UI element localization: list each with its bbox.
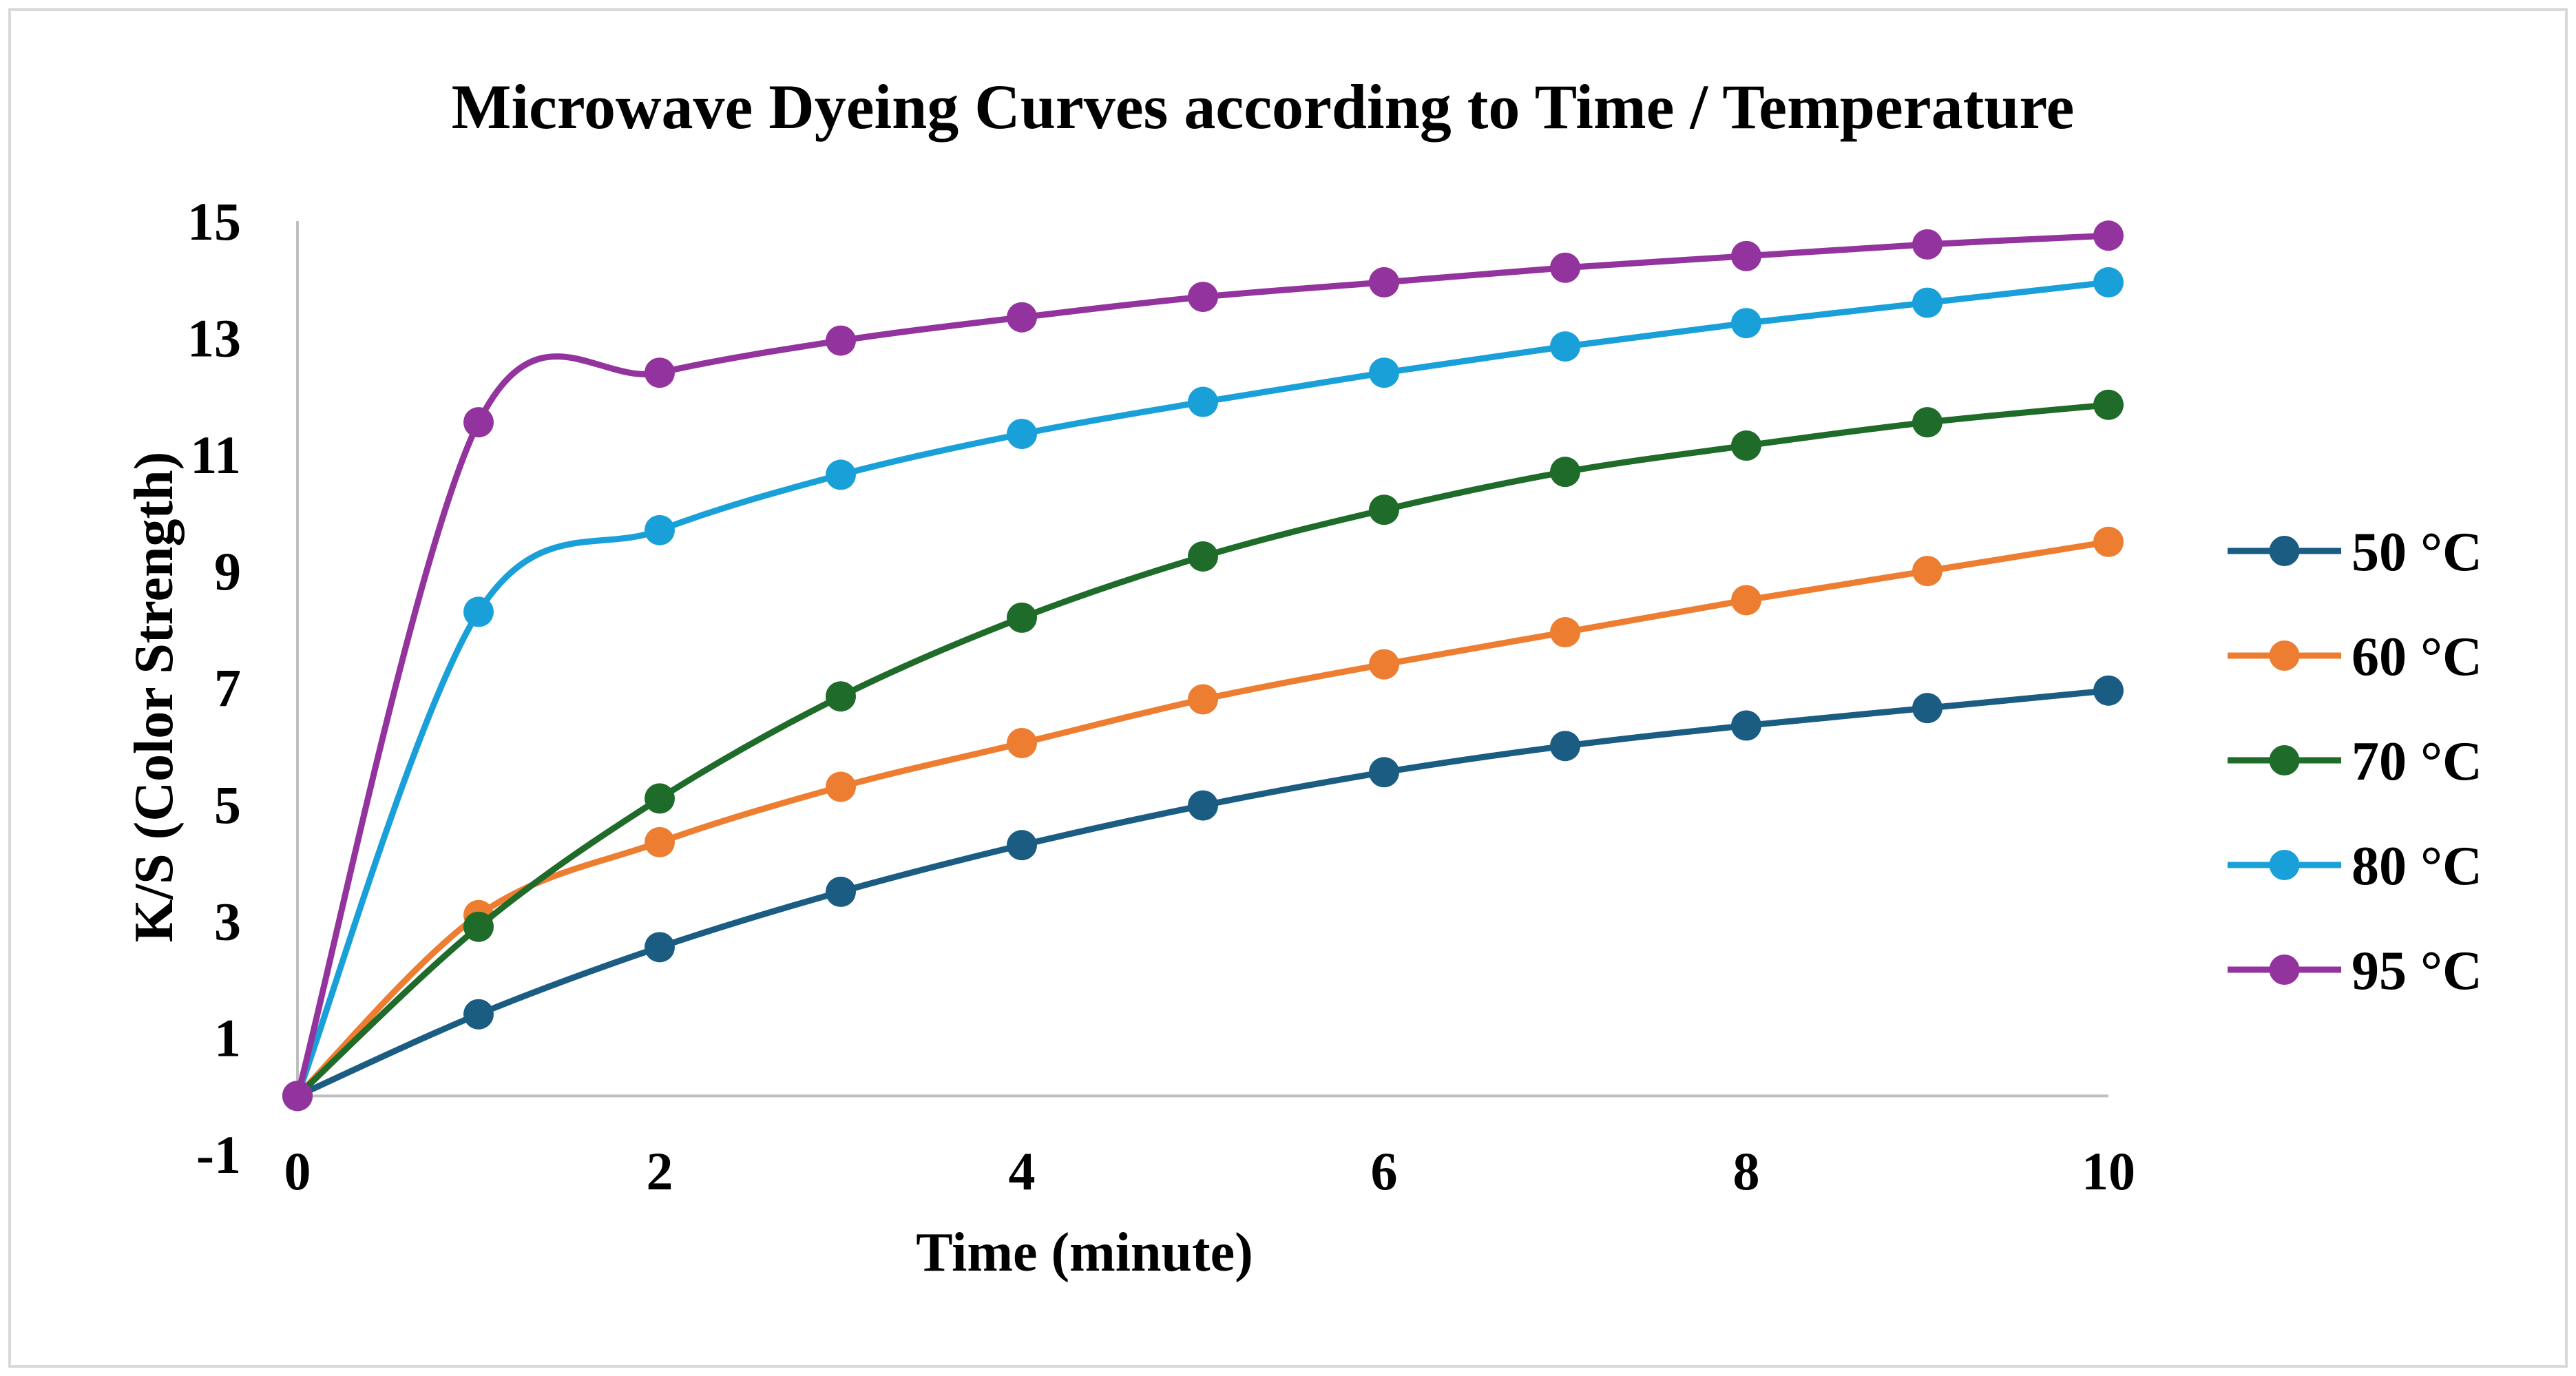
- data-point: [1731, 308, 1761, 339]
- y-tick-label: 15: [187, 191, 241, 251]
- x-tick-label: 6: [1371, 1141, 1398, 1201]
- chart-border: [8, 8, 2568, 1368]
- data-point: [463, 999, 494, 1030]
- y-tick-label: 5: [214, 775, 241, 835]
- data-point: [1912, 407, 1943, 438]
- series-95c: [282, 220, 2124, 1112]
- legend-item: 70 °C: [2228, 731, 2482, 792]
- data-point: [1550, 457, 1580, 488]
- data-point: [1912, 693, 1943, 724]
- x-tick-label: 10: [2082, 1141, 2135, 1201]
- data-point: [826, 771, 856, 802]
- legend-swatch-marker: [2269, 850, 2300, 880]
- data-point: [826, 325, 856, 356]
- legend-label: 50 °C: [2352, 522, 2482, 583]
- data-point: [1188, 684, 1218, 715]
- legend-swatch-marker: [2269, 640, 2300, 671]
- data-point: [1912, 287, 1943, 318]
- data-point: [1007, 302, 1037, 333]
- legend-item: 80 °C: [2228, 836, 2482, 897]
- data-point: [1369, 757, 1399, 788]
- legend-label: 70 °C: [2352, 731, 2482, 792]
- data-point: [645, 783, 675, 814]
- data-point: [1369, 494, 1399, 525]
- data-point: [826, 459, 856, 490]
- data-point: [1912, 556, 1943, 587]
- x-tick-label: 0: [284, 1141, 311, 1201]
- x-tick-label: 2: [647, 1141, 673, 1201]
- data-point: [645, 932, 675, 963]
- data-point: [1007, 727, 1037, 758]
- series-50c: [282, 675, 2124, 1112]
- data-point: [1731, 240, 1761, 271]
- data-point: [1550, 731, 1580, 762]
- data-point: [1188, 386, 1218, 417]
- y-tick-label: 9: [214, 541, 241, 601]
- data-point: [1188, 282, 1218, 313]
- data-point: [645, 826, 675, 857]
- x-tick-label: 4: [1009, 1141, 1036, 1201]
- legend-item: 60 °C: [2228, 627, 2482, 687]
- data-point: [1369, 649, 1399, 680]
- data-point: [645, 357, 675, 388]
- data-point: [2093, 267, 2124, 298]
- data-point: [826, 876, 856, 907]
- legend-swatch-marker: [2269, 745, 2300, 775]
- data-point: [463, 911, 494, 942]
- data-point: [1007, 602, 1037, 633]
- y-tick-label: -1: [196, 1125, 241, 1185]
- data-point: [463, 596, 494, 627]
- x-axis-label: Time (minute): [916, 1222, 1253, 1283]
- legend: 50 °C 60 °C 70 °C 80 °C 95 °C: [2228, 522, 2482, 1001]
- legend-label: 80 °C: [2352, 836, 2482, 897]
- data-point: [1731, 710, 1761, 741]
- data-point: [1369, 267, 1399, 298]
- data-point: [2093, 389, 2124, 420]
- legend-item: 50 °C: [2228, 522, 2482, 583]
- legend-label: 60 °C: [2352, 627, 2482, 687]
- data-point: [645, 514, 675, 545]
- y-tick-label: 7: [214, 658, 241, 718]
- data-point: [1550, 331, 1580, 362]
- data-point: [1188, 541, 1218, 572]
- data-point: [826, 681, 856, 712]
- data-point: [463, 407, 494, 438]
- data-point: [1731, 430, 1761, 461]
- data-point: [2093, 675, 2124, 706]
- y-tick-label: 3: [214, 891, 241, 951]
- data-point: [1188, 790, 1218, 821]
- legend-label: 95 °C: [2352, 941, 2482, 1001]
- data-point: [1731, 585, 1761, 616]
- data-point: [1550, 617, 1580, 648]
- data-point: [1912, 229, 1943, 260]
- legend-swatch-marker: [2269, 536, 2300, 566]
- data-point: [1369, 357, 1399, 388]
- data-point: [2093, 220, 2124, 251]
- y-tick-label: 1: [214, 1008, 241, 1068]
- legend-swatch-marker: [2269, 955, 2300, 985]
- data-point: [1007, 830, 1037, 861]
- data-point: [2093, 526, 2124, 557]
- data-point: [1550, 252, 1580, 283]
- y-tick-label: 13: [187, 308, 241, 368]
- y-axis-label: K/S (Color Strength): [124, 452, 185, 943]
- chart-title: Microwave Dyeing Curves according to Tim…: [452, 72, 2075, 142]
- data-point: [1007, 419, 1037, 450]
- series-line: [294, 279, 2109, 1097]
- x-tick-label: 8: [1733, 1141, 1760, 1201]
- y-tick-label: 11: [190, 425, 241, 485]
- data-point: [282, 1081, 313, 1112]
- series-group: [282, 220, 2124, 1112]
- legend-item: 95 °C: [2228, 941, 2482, 1001]
